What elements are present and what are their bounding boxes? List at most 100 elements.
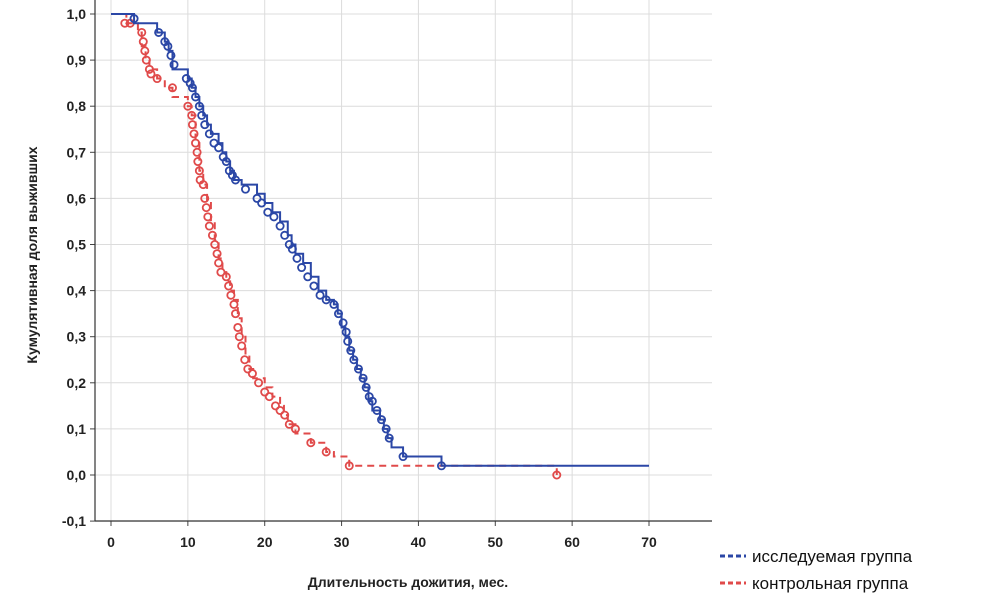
censored-point-study [329, 299, 339, 309]
censored-point-study [338, 318, 348, 328]
y-tick-label: 0,2 [67, 375, 87, 391]
censored-point-study [187, 83, 197, 93]
censored-point-study [197, 110, 207, 120]
censored-point-control [270, 401, 280, 411]
tick-labels: 0 10 20 30 40 50 60 70 1,0 0,9 0,8 0,7 0,6 0,5 0,4 0,3 0… [62, 6, 657, 550]
x-axis-title: Длительность дожития, мес. [308, 574, 508, 590]
censored-point-control [204, 221, 214, 231]
censored-point-control [137, 27, 147, 37]
censored-point-control [214, 258, 224, 268]
censored-point-control [260, 387, 270, 397]
censored-point-study [292, 253, 302, 263]
censored-point-control [120, 18, 130, 28]
censored-point-control [344, 461, 354, 471]
censored-point-study [358, 373, 368, 383]
y-tick-label: 0,0 [67, 467, 87, 483]
censored-point-study [333, 309, 343, 319]
x-tick-label: 70 [641, 534, 657, 550]
censored-point-study [129, 14, 139, 24]
x-tick-label: 50 [487, 534, 503, 550]
censored-point-control [224, 281, 234, 291]
censored-point-control [306, 438, 316, 448]
censored-point-control [284, 419, 294, 429]
x-tick-label: 40 [411, 534, 427, 550]
censored-point-study [240, 184, 250, 194]
censored-point-control [207, 230, 217, 240]
censored-point-control [254, 378, 264, 388]
censored-point-study [315, 290, 325, 300]
y-tick-label: 0,5 [67, 237, 87, 253]
censored-point-control [552, 470, 562, 480]
censored-point-control [192, 147, 202, 157]
censored-point-study [166, 50, 176, 60]
censored-point-control [237, 341, 247, 351]
censored-point-control [203, 212, 213, 222]
censored-point-control [275, 405, 285, 415]
censored-point-study [191, 92, 201, 102]
censored-point-study [372, 405, 382, 415]
x-tick-label: 0 [107, 534, 115, 550]
censored-point-control [210, 239, 220, 249]
censored-point-control [216, 267, 226, 277]
censored-point-study [280, 230, 290, 240]
x-tick-label: 10 [180, 534, 196, 550]
censored-point-study [309, 281, 319, 291]
censored-point-control [198, 180, 208, 190]
y-tick-label: 0,1 [67, 421, 87, 437]
censored-point-study [209, 138, 219, 148]
axes [90, 0, 712, 526]
censored-point-control [221, 272, 231, 282]
legend-label-study: исследуемая группа [752, 547, 913, 566]
censored-point-study [204, 129, 214, 139]
censored-point-control [226, 290, 236, 300]
censored-point-control [141, 55, 151, 65]
censored-point-control [280, 410, 290, 420]
censored-point-study [252, 193, 262, 203]
censored-point-control [243, 364, 253, 374]
censored-point-control [201, 203, 211, 213]
censored-point-control [194, 166, 204, 176]
censored-point-study [200, 120, 210, 130]
x-tick-label: 30 [334, 534, 350, 550]
censored-point-study [169, 60, 179, 70]
censored-point-control [240, 355, 250, 365]
censored-point-study [353, 364, 363, 374]
series-line-study [111, 13, 649, 467]
censored-point-control [189, 129, 199, 139]
censored-point-study [361, 382, 371, 392]
series-line-control [111, 13, 558, 475]
y-tick-label: 0,9 [67, 52, 87, 68]
x-tick-label: 20 [257, 534, 273, 550]
censored-point-study [194, 101, 204, 111]
censored-point-study [287, 244, 297, 254]
y-tick-label: 0,6 [67, 190, 87, 206]
series-layer [111, 13, 649, 480]
censored-point-study [231, 175, 241, 185]
censored-point-study [263, 207, 273, 217]
censored-point-control [234, 332, 244, 342]
censored-point-study [384, 433, 394, 443]
censored-point-control [321, 447, 331, 457]
censored-point-control [138, 37, 148, 47]
censored-point-study [154, 27, 164, 37]
censored-point-study [297, 263, 307, 273]
censored-point-study [185, 78, 195, 88]
censored-point-control [187, 120, 197, 130]
censored-point-study [377, 415, 387, 425]
censored-point-control [290, 424, 300, 434]
y-tick-label: 1,0 [67, 6, 87, 22]
censored-point-control [264, 392, 274, 402]
censored-point-study [349, 355, 359, 365]
x-tick-label: 60 [564, 534, 580, 550]
censored-point-control [191, 138, 201, 148]
censored-point-study [269, 212, 279, 222]
censored-point-control [167, 83, 177, 93]
censored-point-study [321, 295, 331, 305]
censored-point-study [214, 143, 224, 153]
censored-point-study [367, 396, 377, 406]
y-axis-title: Кумулятивная доля выживших [24, 146, 40, 363]
censored-point-study [341, 327, 351, 337]
censored-point-study [257, 198, 267, 208]
censored-point-control [229, 299, 239, 309]
